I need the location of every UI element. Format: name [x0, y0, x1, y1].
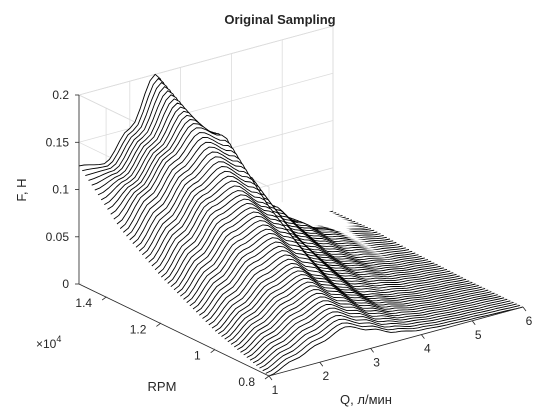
x-tick-label: 2	[322, 369, 329, 383]
axis-layer: 1 2 3 4 5 6 0.8 1 1.2 1.4 0 0.05 0.1 0.15 0.2	[46, 88, 533, 397]
y-exponent-base: ×10	[36, 337, 57, 351]
x-axis-line	[268, 306, 524, 377]
x-tick-label: 5	[475, 328, 482, 342]
y-tick-mark	[101, 296, 107, 301]
z-tick-label: 0.1	[52, 183, 69, 197]
x-tick-mark	[471, 320, 476, 326]
back-wall-gridline	[78, 72, 334, 143]
x-tick-mark	[268, 375, 273, 381]
y-tick-mark	[156, 323, 161, 327]
y-exponent-label: ×104	[36, 334, 61, 351]
box-edge	[78, 25, 334, 96]
y-tick-label: 0.8	[238, 375, 255, 389]
x-tick-label: 6	[526, 314, 533, 328]
x-tick-mark	[319, 361, 324, 367]
z-tick-label: 0	[62, 277, 69, 291]
z-axis-label: F, H	[14, 178, 29, 201]
x-tick-label: 3	[373, 355, 380, 369]
y-tick-mark	[264, 375, 270, 380]
chart-title: Original Sampling	[224, 12, 335, 27]
y-tick-label: 1.2	[130, 322, 147, 336]
y-tick-label: 1	[194, 349, 201, 363]
x-tick-mark	[370, 348, 374, 353]
z-tick-label: 0.05	[46, 230, 70, 244]
surface-layer	[78, 73, 524, 377]
x-tick-label: 4	[424, 342, 431, 356]
y-tick-label: 1.4	[75, 296, 92, 310]
y-tick-mark	[210, 349, 215, 354]
z-tick-label: 0.15	[46, 135, 70, 149]
y-axis-label: RPM	[148, 379, 177, 394]
y-exponent-power: 4	[56, 334, 61, 344]
z-tick-label: 0.2	[52, 88, 69, 102]
x-axis-label: Q, л/мин	[340, 392, 392, 407]
y-axis-line	[78, 283, 270, 377]
x-tick-mark	[522, 306, 527, 312]
x-tick-mark	[421, 334, 425, 339]
x-tick-label: 1	[272, 383, 279, 397]
